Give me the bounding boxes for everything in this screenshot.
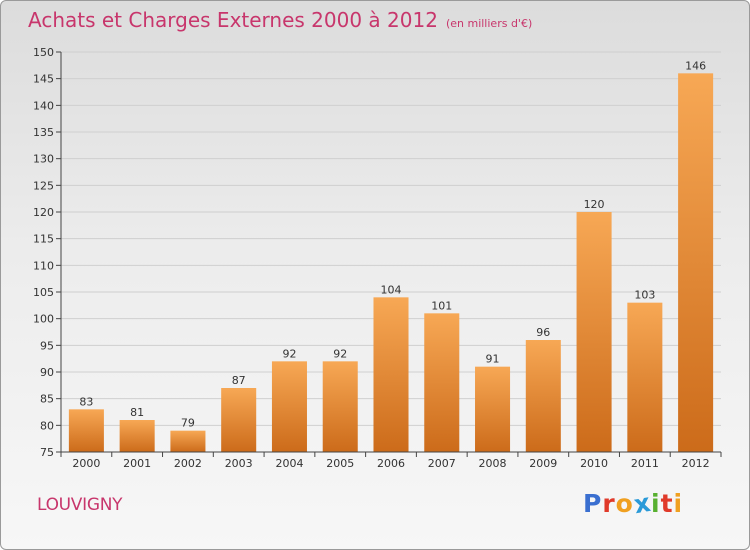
bar	[271, 361, 307, 452]
logo-letter: i	[673, 489, 684, 518]
bar	[424, 313, 460, 452]
data-label: 103	[634, 289, 655, 302]
data-label: 146	[685, 59, 706, 72]
y-tick-label: 150	[33, 46, 54, 59]
bar	[221, 388, 257, 452]
x-tick-label: 2004	[275, 457, 303, 470]
y-tick-label: 85	[40, 393, 54, 406]
y-tick-label: 135	[33, 126, 54, 139]
proxiti-logo: Proxiti	[583, 488, 684, 520]
bars	[68, 73, 714, 452]
y-tick-label: 100	[33, 313, 54, 326]
y-tick-label: 95	[40, 339, 54, 352]
y-axis-ticks: 75 80 85 90 95 100 105 110 115 120 125 130 135 140 145…	[33, 46, 61, 459]
title-text: Achats et Charges Externes 2000 à 2012	[28, 8, 438, 32]
data-label: 101	[431, 299, 452, 312]
logo-letter: o	[615, 489, 634, 518]
x-tick-label: 2006	[377, 457, 405, 470]
x-tick-label: 2010	[580, 457, 608, 470]
data-label: 87	[232, 374, 246, 387]
x-tick-label: 2012	[682, 457, 710, 470]
y-tick-label: 130	[33, 153, 54, 166]
x-axis-labels: 2000 2001 2002 2003 2004 2005 2006 2007 2008 2009…	[60, 452, 722, 470]
y-tick-label: 145	[33, 73, 54, 86]
y-tick-label: 80	[40, 419, 54, 432]
bar	[576, 212, 612, 452]
y-tick-label: 110	[33, 259, 54, 272]
x-tick-label: 2011	[631, 457, 659, 470]
data-label: 79	[181, 417, 195, 430]
logo-letter: P	[583, 489, 603, 518]
axes	[60, 52, 721, 453]
bar	[68, 409, 104, 452]
y-tick-label: 90	[40, 366, 54, 379]
y-tick-label: 105	[33, 286, 54, 299]
x-tick-label: 2000	[72, 457, 100, 470]
unit-text: (en milliers d'€)	[445, 17, 533, 30]
x-tick-label: 2002	[174, 457, 202, 470]
x-tick-label: 2008	[479, 457, 507, 470]
bar	[170, 430, 206, 452]
logo-letter: t	[660, 489, 674, 518]
bar	[475, 366, 511, 452]
data-label: 83	[79, 395, 93, 408]
chart-title: Achats et Charges Externes 2000 à 2012 (e…	[28, 8, 532, 32]
bar	[525, 340, 561, 452]
x-tick-label: 2005	[326, 457, 354, 470]
y-tick-label: 120	[33, 206, 54, 219]
x-tick-label: 2009	[529, 457, 557, 470]
bar	[322, 361, 358, 452]
y-tick-label: 75	[40, 446, 54, 459]
data-label: 91	[486, 353, 500, 366]
data-label: 96	[536, 326, 550, 339]
x-tick-label: 2003	[225, 457, 253, 470]
y-tick-label: 115	[33, 233, 54, 246]
bar	[119, 420, 155, 452]
y-tick-label: 140	[33, 99, 54, 112]
data-labels: 83 81 79 87 92 92 104 101 91 96 120 103 146	[79, 59, 706, 429]
logo-letter: i	[651, 489, 661, 518]
data-label: 104	[381, 283, 402, 296]
bar	[678, 73, 714, 452]
data-label: 120	[584, 198, 605, 211]
bar	[373, 297, 409, 452]
data-label: 92	[333, 347, 347, 360]
data-label: 92	[282, 347, 296, 360]
y-tick-label: 125	[33, 179, 54, 192]
logo-letter: r	[602, 489, 616, 518]
x-tick-label: 2007	[428, 457, 456, 470]
bar	[627, 302, 663, 452]
commune-name: LOUVIGNY	[37, 495, 123, 515]
x-tick-label: 2001	[123, 457, 151, 470]
data-label: 81	[130, 406, 144, 419]
